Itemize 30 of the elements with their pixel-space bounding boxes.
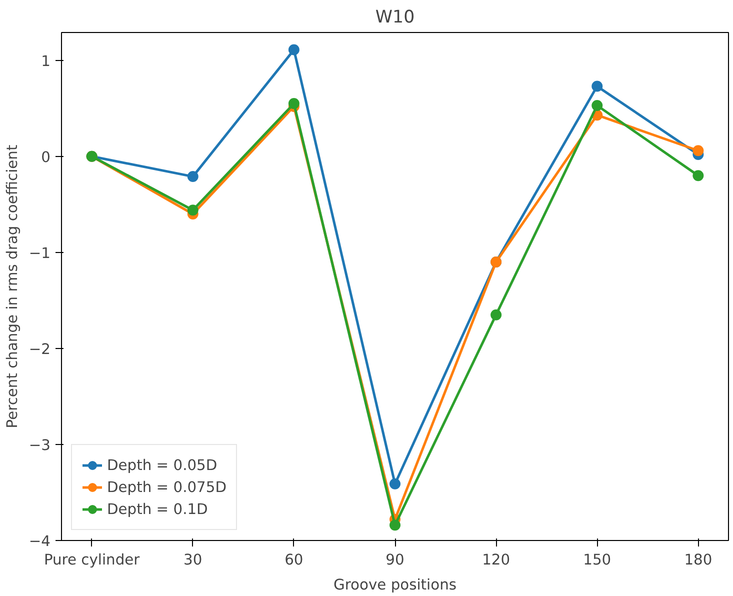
point [288,44,300,56]
y-tick-label: 0 [41,148,51,166]
x-axis-title: Groove positions [333,576,457,594]
point [390,520,400,531]
y-tick-label: −4 [28,533,51,550]
x-tick-label: 30 [184,552,202,568]
chart-title: W10 [375,8,415,28]
x-tick-label: 120 [482,552,510,568]
legend-label: Depth = 0.1D [107,500,208,518]
point [592,100,603,111]
point [288,98,300,110]
y-tick-label: −1 [28,244,51,262]
point [692,145,704,156]
point [187,171,198,182]
point [390,478,400,490]
x-tick-label: 60 [284,552,304,568]
y-tick-label: 1 [41,52,51,70]
legend-label: Depth = 0.075D [107,478,226,496]
x-tick-label: 90 [386,552,404,568]
x-tick-label: 180 [684,552,712,568]
x-tick-label: Pure cylinder [44,552,141,568]
x-tick-label: 150 [583,552,612,568]
y-tick-label: −3 [28,436,51,454]
point [692,170,704,182]
point [187,204,198,216]
y-tick-label: −2 [28,340,51,358]
point [592,80,603,92]
legend-label: Depth = 0.05D [107,456,218,474]
y-axis-title: Percent change in rms drag coefficient [4,144,21,428]
point [490,309,502,320]
